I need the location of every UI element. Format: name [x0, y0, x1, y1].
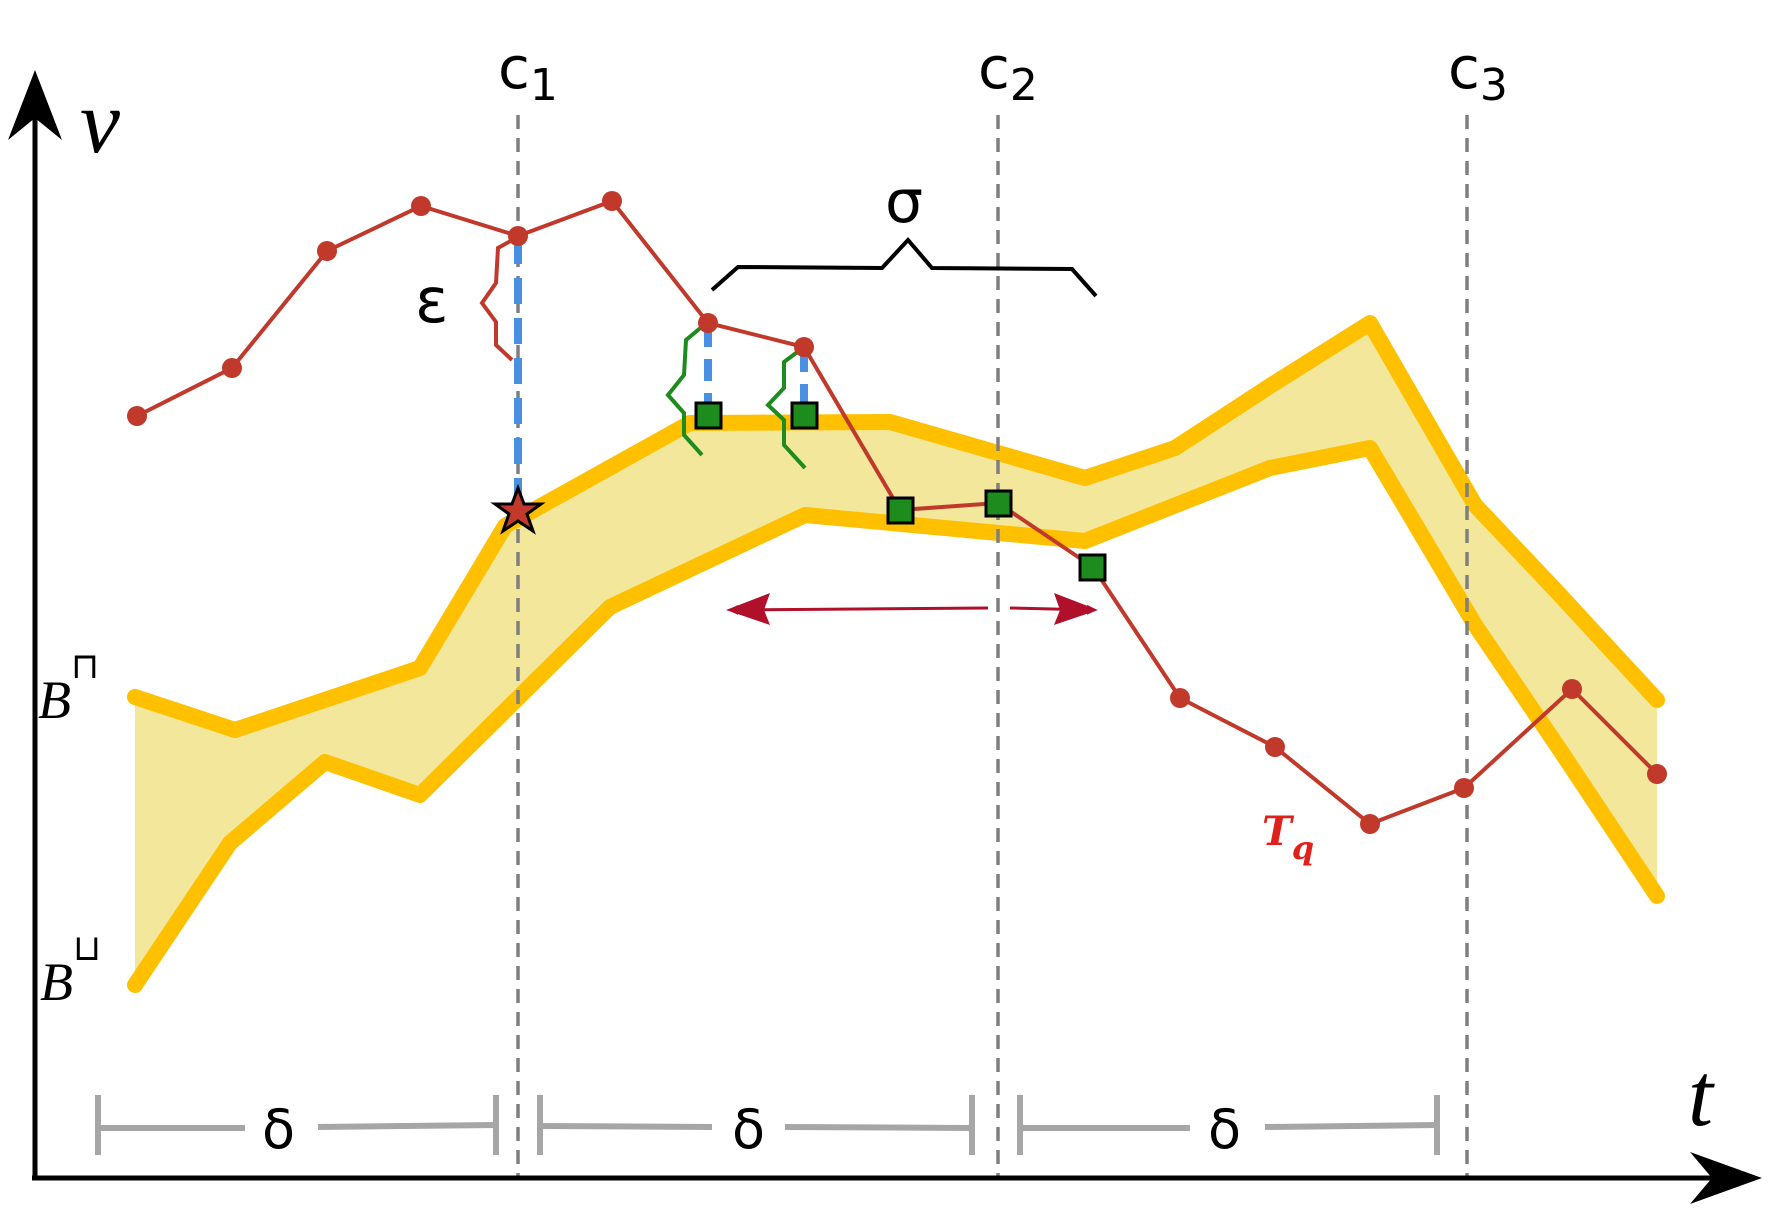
matched-points — [694, 401, 1107, 582]
sigma-arrowhead-right — [1054, 593, 1098, 625]
sigma-label: σ — [885, 167, 923, 237]
cut-label-c1: c1 — [498, 34, 558, 111]
x-axis-arrowhead — [1690, 1152, 1762, 1204]
sigma-arrow-left — [728, 604, 989, 615]
match-brace-2 — [765, 348, 807, 470]
trajectory-point — [1265, 737, 1285, 757]
matched-point — [694, 401, 723, 430]
trajectory-point — [1360, 814, 1380, 834]
trajectory-point — [1454, 778, 1474, 798]
matched-point — [984, 489, 1013, 518]
band-upper-boundary — [127, 315, 1665, 738]
band-entry-star — [490, 483, 546, 535]
trajectory-point — [1170, 688, 1190, 708]
trajectory-point — [698, 313, 718, 333]
trajectory-point — [222, 358, 242, 378]
delta-bar-3 — [1017, 1095, 1440, 1155]
band-lower-label: B⊔ — [40, 928, 101, 1012]
delta-label-1: δ — [262, 1098, 295, 1161]
matched-point — [790, 401, 819, 430]
delta-label-3: δ — [1208, 1098, 1241, 1161]
trajectory-point — [411, 196, 431, 216]
delta-bar-2 — [537, 1095, 975, 1155]
trajectory-point — [127, 406, 147, 426]
sigma-brace — [710, 236, 1098, 298]
trajectory-point — [508, 226, 528, 246]
trajectory-point — [1647, 764, 1667, 784]
y-axis-arrowhead — [8, 70, 62, 140]
matched-point — [1078, 553, 1107, 582]
y-axis-label: v — [80, 73, 120, 172]
trajectory-point — [317, 241, 337, 261]
match-brace-1 — [665, 323, 706, 457]
matched-point — [886, 496, 915, 525]
trajectory-points — [127, 191, 1667, 834]
band-upper-label: B⊓ — [38, 646, 99, 730]
sigma-arrowhead-left — [726, 593, 770, 625]
trajectory-point — [794, 337, 814, 357]
cut-label-c3: c3 — [1448, 34, 1508, 111]
delta-bar-1 — [95, 1095, 499, 1155]
x-axis-label: t — [1688, 1046, 1715, 1145]
trajectory-point — [602, 191, 622, 211]
delta-label-2: δ — [732, 1098, 765, 1161]
cut-label-c2: c2 — [978, 34, 1038, 111]
epsilon-label: ε — [415, 264, 449, 337]
trajectory-point — [1562, 679, 1582, 699]
query-label: Tq — [1262, 808, 1314, 867]
epsilon-brace — [479, 236, 517, 362]
band-lower-boundary — [127, 440, 1665, 993]
band-area — [135, 323, 1657, 985]
